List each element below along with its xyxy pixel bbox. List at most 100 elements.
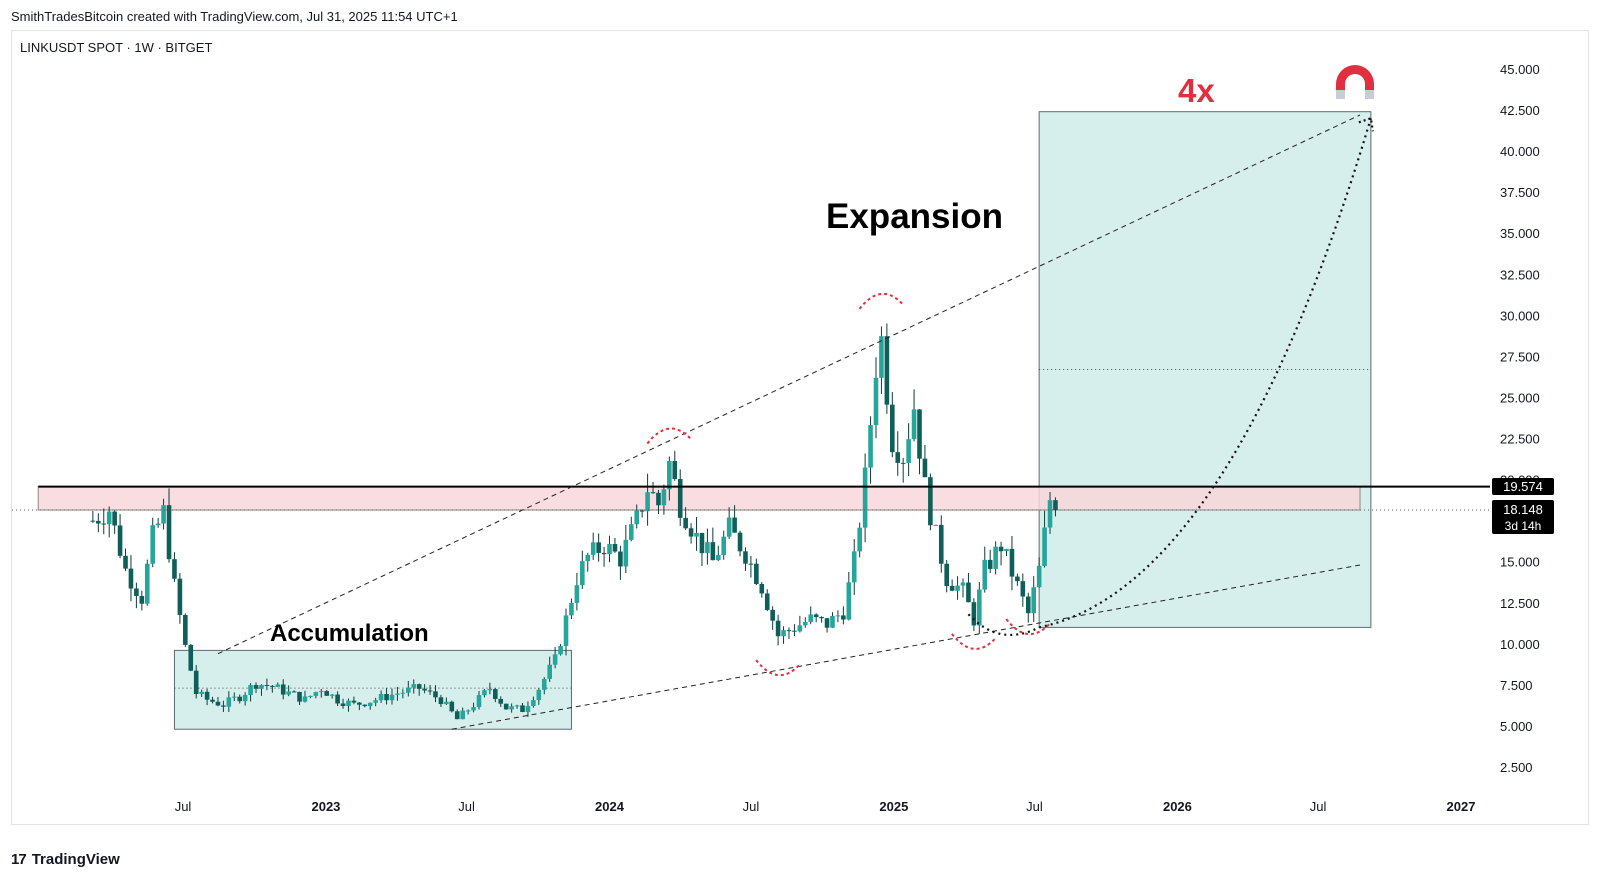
candle xyxy=(1020,573,1026,607)
candle xyxy=(280,679,286,700)
candle-body xyxy=(868,425,873,468)
candle-body xyxy=(112,511,117,526)
candle xyxy=(1042,510,1047,568)
candle xyxy=(683,507,688,530)
candle-body xyxy=(808,614,814,622)
candle xyxy=(960,578,966,598)
candle-body xyxy=(123,555,128,569)
candle xyxy=(242,692,248,706)
candle xyxy=(754,558,759,586)
candle xyxy=(346,698,351,712)
candle-body xyxy=(944,563,949,587)
candle xyxy=(656,489,661,515)
candle-body xyxy=(1031,587,1037,614)
candle-body xyxy=(503,703,509,710)
candle-body xyxy=(427,690,433,692)
candle-body xyxy=(721,536,727,556)
candle xyxy=(503,703,509,710)
candle xyxy=(846,571,852,621)
time-tick-label: 2024 xyxy=(595,799,625,814)
candle-body xyxy=(1009,548,1015,577)
candle xyxy=(802,617,808,628)
candle-body xyxy=(449,701,455,712)
candle xyxy=(938,515,944,573)
candle-body xyxy=(226,697,232,707)
candle xyxy=(830,612,835,629)
candle-body xyxy=(264,684,270,686)
candle-body xyxy=(199,691,204,695)
time-axis[interactable]: Jul 2023 Jul 2024 Jul 2025 Jul 2026 Jul 2027 xyxy=(175,799,1476,814)
candle xyxy=(966,572,971,603)
candle xyxy=(933,524,939,526)
candle xyxy=(993,541,998,575)
candle-body xyxy=(683,517,688,529)
candle-body xyxy=(623,539,629,567)
candle-body xyxy=(384,693,389,701)
candle-body xyxy=(215,701,221,706)
candle-body xyxy=(569,602,574,616)
candle-body xyxy=(482,690,487,696)
candle xyxy=(536,688,542,705)
candle xyxy=(667,456,672,501)
candle xyxy=(1004,548,1009,557)
candle xyxy=(134,582,139,609)
candle-body xyxy=(998,546,1004,552)
price-tick-label: 37.500 xyxy=(1500,185,1540,200)
symbol-label[interactable]: LINKUSDT SPOT · 1W · BITGET xyxy=(20,40,213,55)
candle-body xyxy=(667,461,672,490)
candle xyxy=(112,510,117,534)
candle xyxy=(329,693,335,699)
candle-body xyxy=(465,710,471,712)
candle xyxy=(797,615,803,633)
candle-body xyxy=(487,689,493,691)
candle xyxy=(531,696,536,708)
candle xyxy=(672,450,678,481)
candle-body xyxy=(873,377,879,426)
candle xyxy=(835,610,841,623)
candle-body xyxy=(966,582,971,603)
price-axis[interactable]: 45.000 42.500 40.000 37.500 35.000 32.500 30.0… xyxy=(1500,62,1540,775)
lower-trendline xyxy=(451,564,1361,730)
candle-body xyxy=(1025,596,1031,614)
candle-body xyxy=(1015,576,1020,582)
candle xyxy=(813,613,819,623)
candle-body xyxy=(395,693,400,695)
candle xyxy=(1025,592,1031,623)
candle-body xyxy=(248,685,253,695)
candle xyxy=(454,709,460,720)
candle-body xyxy=(367,702,373,707)
candle xyxy=(890,392,895,458)
candle-body xyxy=(580,561,585,586)
tradingview-logo[interactable]: 17 TradingView xyxy=(11,851,120,868)
candle xyxy=(759,582,765,598)
candles xyxy=(90,323,1058,720)
candle xyxy=(362,704,368,708)
candle xyxy=(514,704,520,709)
candle xyxy=(378,690,384,703)
candle xyxy=(982,546,988,593)
candle-body xyxy=(960,582,966,586)
candle-body xyxy=(563,615,569,646)
candle-body xyxy=(819,616,824,619)
candle xyxy=(764,589,770,612)
candle xyxy=(226,691,232,712)
candle xyxy=(427,684,433,695)
price-tick-label: 42.500 xyxy=(1500,103,1540,118)
candle-body xyxy=(493,689,498,699)
candle xyxy=(977,581,982,634)
candle xyxy=(302,690,308,703)
candle xyxy=(487,682,493,695)
candle xyxy=(715,545,721,562)
candle xyxy=(743,547,748,571)
candle-body xyxy=(710,542,716,561)
candle-body xyxy=(656,492,661,506)
candle xyxy=(639,509,645,518)
candle xyxy=(520,702,525,713)
candle xyxy=(128,555,134,602)
candle-body xyxy=(612,544,618,552)
candle-body xyxy=(324,691,330,696)
candle xyxy=(335,691,340,707)
candle-body xyxy=(705,542,710,554)
candle xyxy=(792,624,797,636)
